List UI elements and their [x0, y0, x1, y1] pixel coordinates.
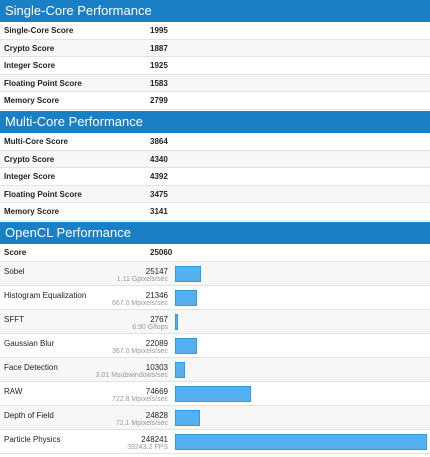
row-label: Gaussian Blur: [4, 338, 55, 348]
score-bar: [175, 385, 251, 402]
row-label: Depth of Field: [4, 410, 54, 420]
row-value: 3864: [150, 137, 168, 146]
score-row: [0, 261, 430, 286]
row-value: 4340: [150, 154, 168, 164]
score-row: [0, 334, 430, 358]
row-label: Face Detection: [4, 362, 58, 372]
row-value: 25147: [145, 266, 168, 276]
row-detail: 39243.2 FPS: [127, 443, 168, 451]
row-label: Crypto Score: [4, 154, 55, 164]
row-value: 1925: [150, 61, 168, 71]
row-value: 1887: [150, 43, 168, 53]
row-label: Score: [4, 248, 27, 257]
row-label: SFFT: [4, 314, 24, 324]
score-row: [0, 309, 430, 334]
score-row: [0, 74, 430, 93]
row-label: Memory Score: [4, 207, 60, 217]
row-label: Multi-Core Score: [4, 137, 69, 146]
score-bar: [175, 337, 198, 354]
row-detail: 667.0 Mpixels/sec: [111, 299, 168, 307]
row-label: Integer Score: [4, 172, 56, 182]
score-row: [0, 405, 430, 430]
score-row: [0, 39, 430, 58]
score-row: [0, 244, 430, 262]
score-row: [0, 57, 430, 75]
section-header: Multi-Core Performance: [0, 111, 430, 133]
score-row: [0, 357, 430, 382]
score-bar: [175, 361, 186, 378]
row-value: 10303: [145, 362, 168, 372]
score-bar: [175, 265, 201, 282]
score-row: [0, 286, 430, 310]
score-bar: [175, 289, 197, 306]
row-value: 1583: [150, 78, 168, 88]
row-value: 2767: [150, 314, 168, 324]
score-row: [0, 92, 430, 110]
score-row: [0, 203, 430, 221]
row-value: 4392: [150, 172, 168, 182]
row-value: 25060: [150, 248, 173, 257]
row-label: Floating Point Score: [4, 78, 82, 88]
row-label: Histogram Equalization: [4, 290, 87, 300]
score-row: [0, 185, 430, 204]
row-detail: 1.11 Gpixels/sec: [116, 275, 168, 283]
score-row: [0, 382, 430, 406]
row-detail: 722.8 Mpixels/sec: [111, 395, 168, 403]
row-detail: 72.1 Mpixels/sec: [115, 419, 168, 427]
row-value: 3475: [150, 189, 168, 199]
row-label: Particle Physics: [4, 434, 61, 444]
score-row: [0, 430, 430, 454]
row-label: Integer Score: [4, 61, 56, 71]
row-value: 24828: [145, 410, 168, 420]
row-label: RAW: [4, 386, 23, 396]
row-label: Crypto Score: [4, 43, 55, 53]
row-value: 1995: [150, 26, 168, 35]
score-row: [0, 133, 430, 151]
section-header: Single-Core Performance: [0, 0, 430, 22]
row-detail: 3.01 Msubwindows/sec: [95, 371, 168, 379]
row-label: Memory Score: [4, 96, 60, 106]
row-detail: 6.90 Gflops: [132, 323, 168, 331]
row-value: 22089: [145, 338, 168, 348]
row-label: Single-Core Score: [4, 26, 74, 35]
row-value: 248241: [141, 434, 168, 444]
row-value: 74669: [145, 386, 168, 396]
score-bar: [175, 313, 178, 330]
score-row: [0, 22, 430, 40]
score-bar: [175, 409, 201, 426]
score-row: [0, 168, 430, 186]
row-value: 2799: [150, 96, 168, 106]
row-label: Floating Point Score: [4, 189, 82, 199]
score-row: [0, 150, 430, 169]
row-value: 3141: [150, 207, 168, 217]
row-value: 21346: [145, 290, 168, 300]
row-detail: 367.0 Mpixels/sec: [111, 347, 168, 355]
row-label: Sobel: [4, 266, 25, 276]
score-bar: [175, 433, 427, 450]
section-header: OpenCL Performance: [0, 222, 430, 244]
